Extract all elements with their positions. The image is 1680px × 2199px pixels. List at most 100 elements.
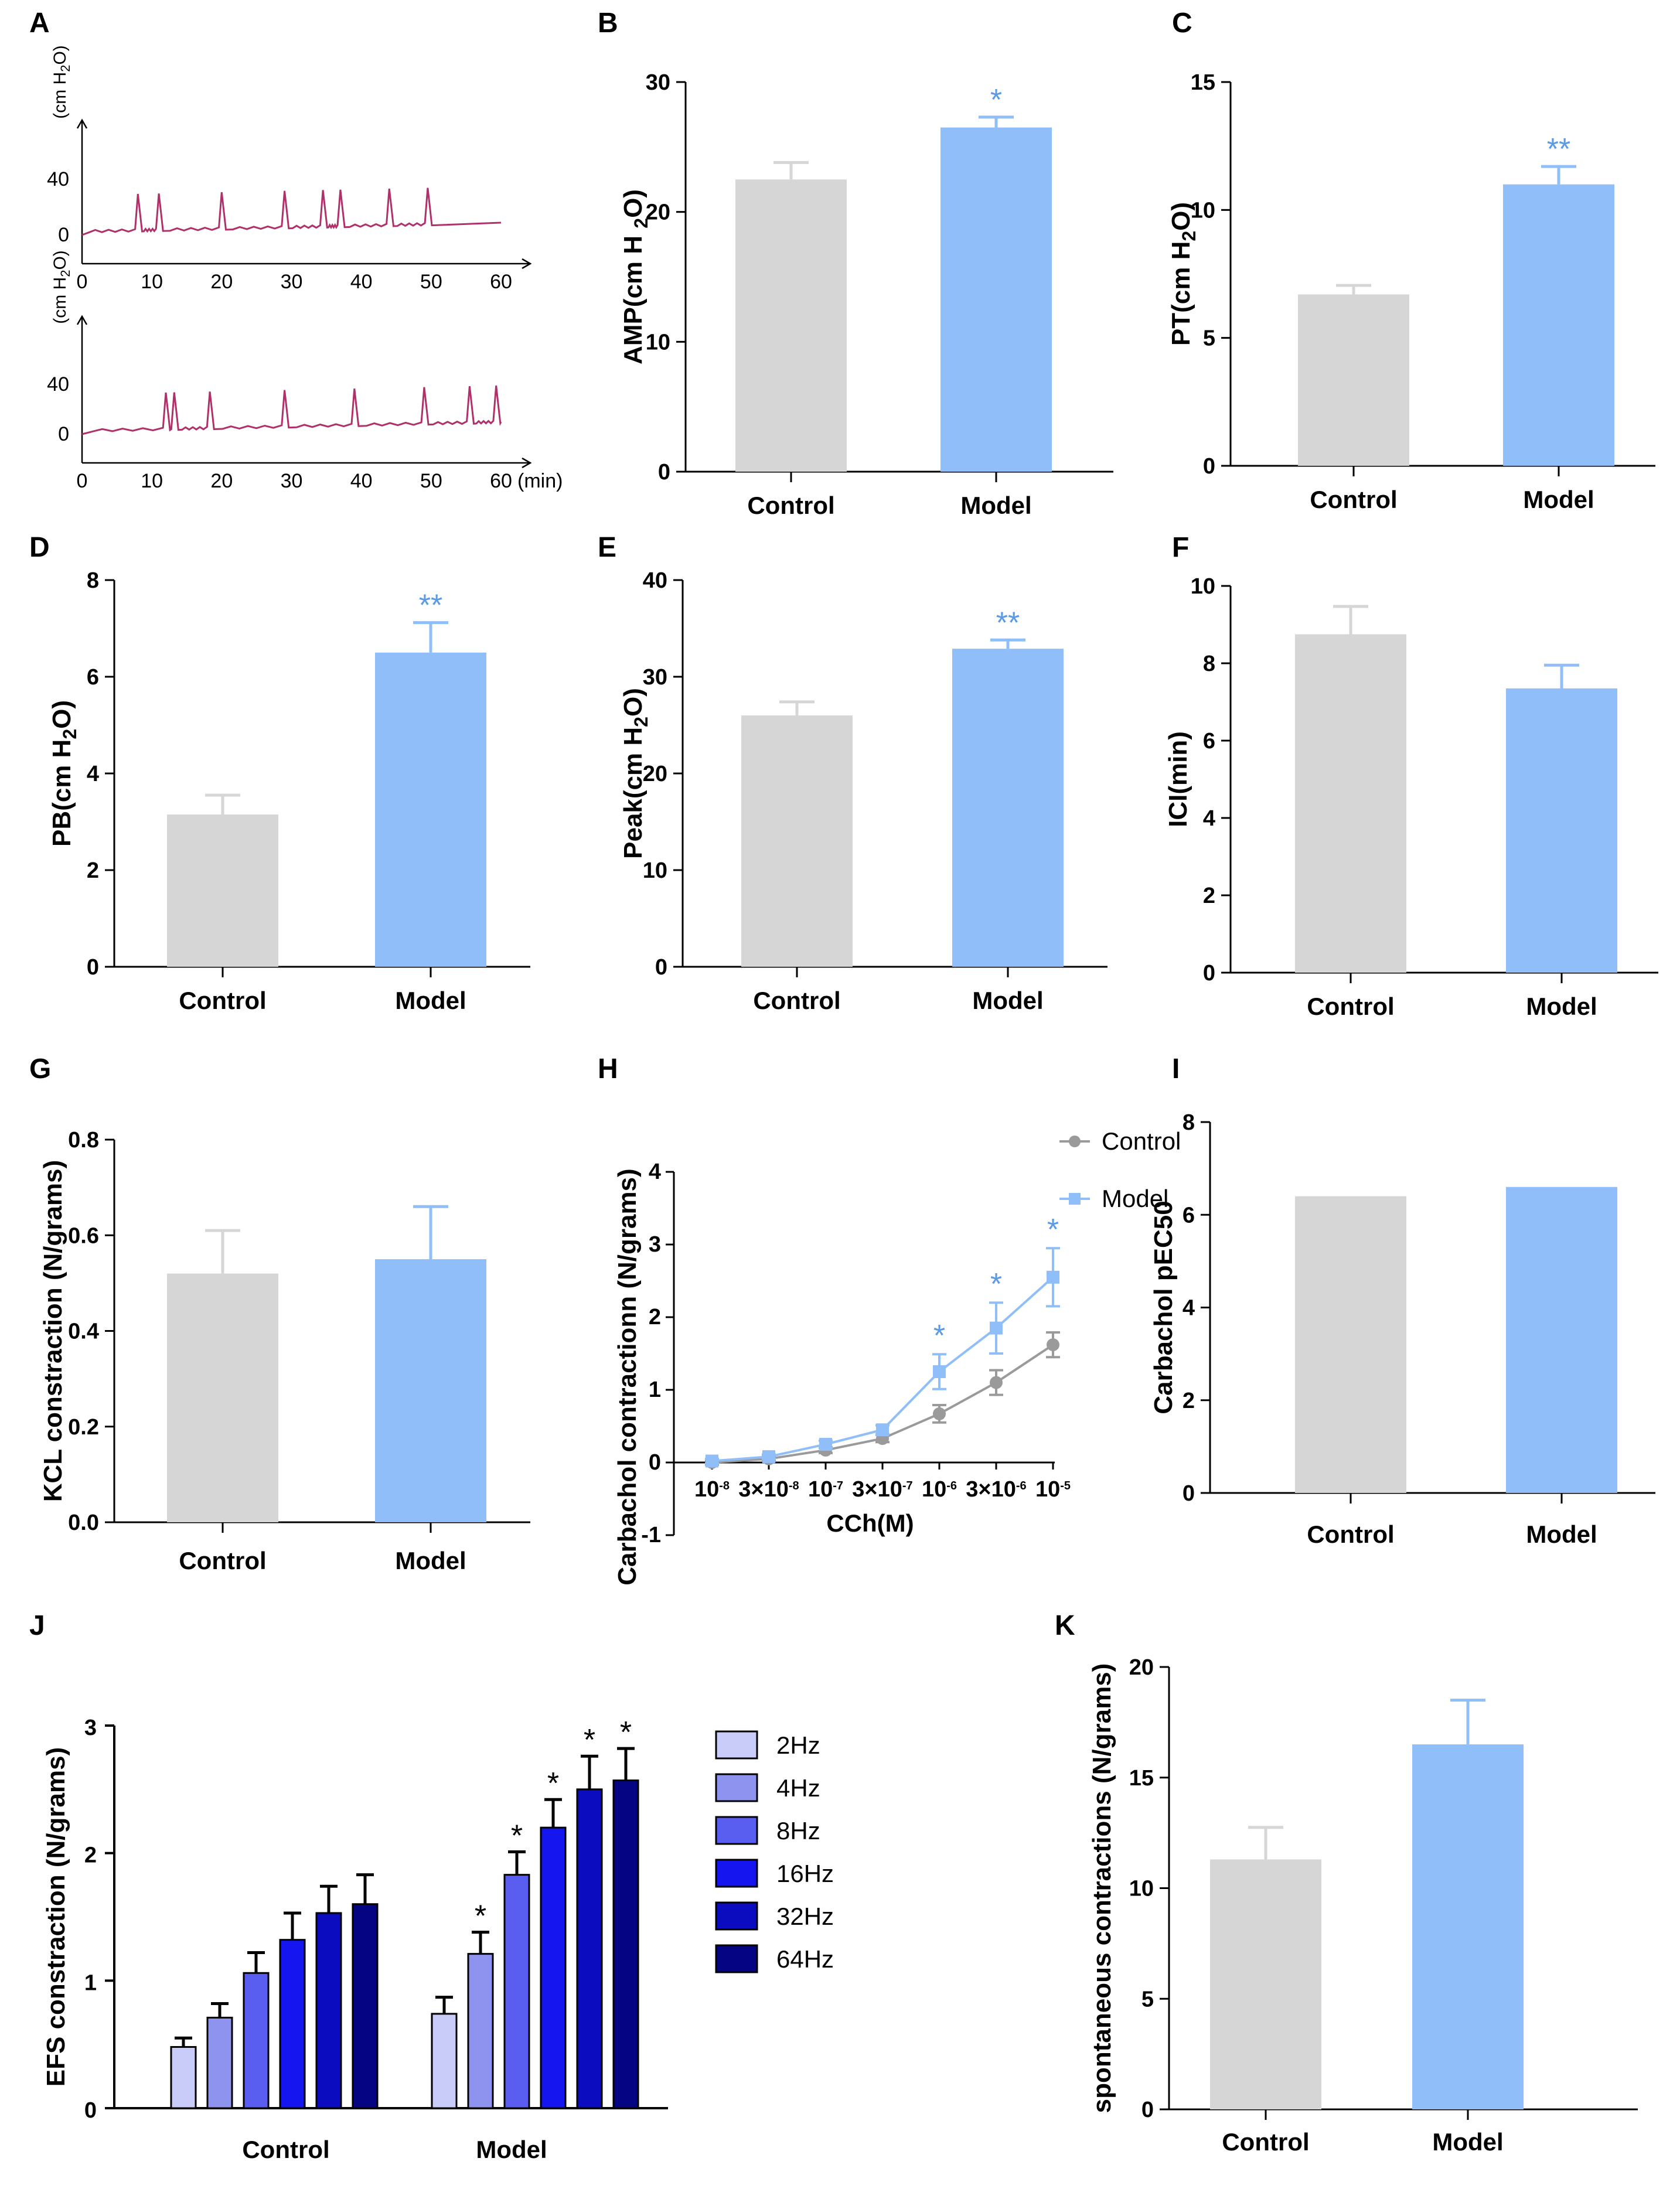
y-axis-label: Carbachol pEC50 (1149, 1201, 1178, 1414)
y-tick-label: 6 (87, 665, 99, 690)
legend-label: 16Hz (776, 1860, 834, 1887)
bar-model (375, 652, 486, 967)
y-tick-label: 0.4 (68, 1320, 99, 1344)
bar-4hz (206, 2016, 233, 2109)
y-axis-label: EFS constraction (N/grams) (42, 1747, 70, 2087)
x-tick-label: 10-8 (694, 1477, 730, 1502)
y-tick-label: 0 (87, 955, 99, 980)
significance-marker: * (475, 1900, 486, 1934)
x-tick-label: 3×10-8 (738, 1477, 799, 1502)
panel-label-D: D (29, 532, 50, 563)
panel-label-H: H (598, 1054, 618, 1085)
y-tick-label: 2 (1183, 1389, 1195, 1413)
y-tick-label: 4 (87, 762, 99, 786)
legend-swatch-32hz (715, 1901, 758, 1931)
y-axis-label: Carbachol contractionn (N/grams) (613, 1168, 642, 1585)
category-label: Control (1310, 486, 1397, 513)
x-tick-exponent: -8 (719, 1479, 730, 1492)
panel-label-I: I (1172, 1054, 1180, 1085)
y-tick-label: 2 (84, 1843, 97, 1868)
data-point (933, 1407, 946, 1420)
y-tick-label: 2 (1203, 884, 1215, 908)
x-tick-exponent: -8 (789, 1479, 799, 1492)
legend-label: 4Hz (776, 1774, 820, 1802)
y-tick-label: 30 (646, 70, 670, 95)
y-tick-label: 10 (1191, 198, 1215, 223)
category-label: Control (1222, 2128, 1309, 2156)
y-axis-label-part: O) (619, 189, 648, 218)
y-tick-label: 0 (649, 1450, 661, 1475)
x-tick-label: 10-6 (922, 1477, 957, 1502)
x-tick-exponent: -7 (902, 1479, 913, 1492)
category-label: Control (1307, 993, 1394, 1020)
y-axis-label-subscript: 2 (631, 717, 652, 727)
bar-model (375, 1259, 486, 1522)
pressure-trace (81, 187, 502, 236)
y-axis-label-part: Peak(cm H (619, 727, 648, 859)
y-axis-label-subscript: 2 (631, 218, 652, 229)
arrow-head (76, 315, 88, 325)
y-tick-label: 8 (1203, 652, 1215, 676)
x-tick-label: 10 (141, 271, 163, 293)
legend-label: 64Hz (776, 1945, 834, 1973)
x-tick-label: 40 (350, 271, 373, 293)
y-tick-label: 0 (1183, 1481, 1195, 1506)
significance-marker: * (990, 1267, 1002, 1301)
y-axis-label: (cm H2O) (50, 250, 73, 324)
significance-marker: * (933, 1319, 945, 1353)
x-tick-exponent: -6 (1016, 1479, 1027, 1492)
y-axis-label-subscript: 2 (59, 729, 80, 739)
y-tick-label: 0 (58, 224, 69, 246)
y-tick-label: 15 (1129, 1766, 1154, 1791)
arrow-head (522, 457, 532, 469)
legend-label: Model (1102, 1185, 1168, 1212)
legend-swatch-8hz (715, 1816, 758, 1845)
significance-marker: ** (1547, 132, 1570, 166)
bar-control (741, 715, 853, 967)
chart-B: 0 10 20 30 Control * Model AMP(cm H 2O) (619, 70, 1113, 519)
bar-model (1506, 1187, 1617, 1493)
bar-control (167, 814, 278, 967)
y-tick-label: 0 (658, 460, 670, 485)
y-axis-label-part: PT(cm H (1167, 241, 1195, 346)
y-axis-label-part: spontaneous contractions (N/grams) (1088, 1663, 1116, 2113)
x-unit-label: (min) (517, 470, 563, 492)
data-point (876, 1423, 889, 1437)
y-axis-label-part: O) (50, 45, 70, 64)
y-axis-label-part: KCL constraction (N/grams) (39, 1160, 67, 1502)
x-tick-label: 3×10-7 (852, 1477, 912, 1502)
y-tick-label: 10 (1191, 574, 1215, 599)
y-axis-label-part: AMP(cm H (619, 229, 648, 364)
y-tick-label: 3 (649, 1232, 661, 1257)
chart-J: 0 1 2 3 Control * * * * * Model EFS constraction (N… (42, 1716, 834, 2163)
category-label: Control (179, 987, 266, 1014)
x-tick-label: 60 (490, 470, 512, 492)
panel-label-J: J (29, 1610, 45, 1641)
data-point (990, 1376, 1003, 1389)
x-tick-label: 30 (281, 470, 303, 492)
legend-label: 2Hz (776, 1731, 820, 1759)
panel-label-F: F (1172, 532, 1189, 563)
y-tick-label: 40 (47, 373, 69, 396)
legend: Control Model (1059, 1127, 1181, 1212)
y-axis-label-subscript: 2 (58, 65, 73, 72)
y-axis-label-part: O) (1167, 202, 1195, 231)
category-label: Model (1526, 993, 1597, 1020)
y-tick-label: 8 (1183, 1110, 1195, 1135)
y-axis-label-part: ICI(min) (1164, 731, 1192, 827)
legend-marker-model (1069, 1193, 1081, 1205)
category-label: Model (476, 2136, 547, 2163)
arrow-head (76, 118, 88, 129)
category-label: Model (972, 987, 1043, 1014)
y-tick-label: 0 (84, 2098, 97, 2123)
y-tick-label: 0 (1203, 961, 1215, 986)
x-tick-label: 60 (490, 271, 512, 293)
bar-4hz (467, 1953, 494, 2109)
significance-marker: * (511, 1819, 523, 1853)
category-label: Model (1523, 486, 1594, 513)
y-tick-label: 0.6 (68, 1223, 99, 1248)
x-tick-label: 20 (210, 271, 233, 293)
category-label: Control (179, 1547, 266, 1574)
